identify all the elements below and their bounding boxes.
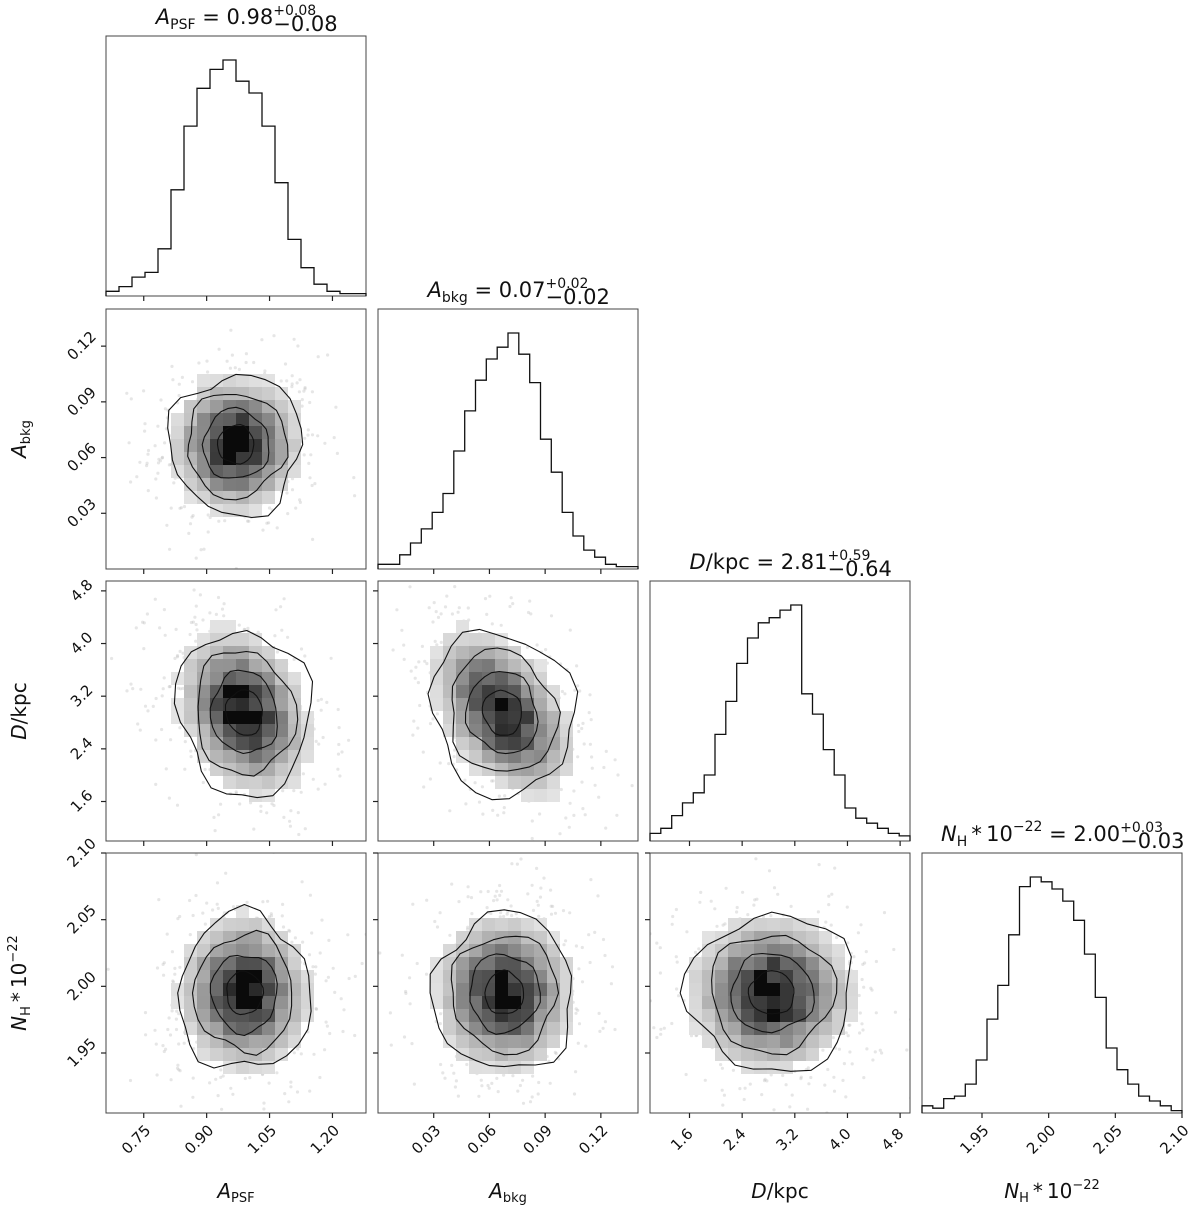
x-tick-label: 3.2 (772, 1125, 802, 1155)
x-axis-label-NH: NH * 10−22 (1004, 1178, 1100, 1206)
title-NH: NH * 10−22 = 2.00+0.03 (941, 819, 1163, 850)
panel-frame (105, 308, 367, 570)
y-axis-label-D: D/kpc (7, 682, 31, 739)
panel-Abkg-D (373, 580, 639, 846)
x-tick-label: 2.00 (1023, 1121, 1059, 1157)
histogram-Abkg (377, 332, 639, 569)
y-axis-label-Abkg: Abkg (7, 420, 34, 460)
histogram-D (649, 604, 911, 841)
x-tick-label: 0.12 (575, 1121, 611, 1157)
y-tick-label: 4.8 (67, 576, 97, 606)
histogram-NH (921, 876, 1183, 1113)
panel-frame (649, 852, 911, 1114)
x-tick-label: 1.6 (667, 1125, 697, 1155)
panel-frame (377, 580, 639, 842)
panel-APSF-NH (101, 852, 367, 1118)
x-axis-label-APSF: APSF (215, 1179, 254, 1206)
x-axis-label-D: D/kpc (751, 1179, 808, 1203)
title-minus-D: −0.64 (828, 557, 892, 581)
y-tick-label: 2.00 (63, 968, 99, 1004)
x-tick-label: 4.8 (878, 1125, 908, 1155)
panel-APSF-Abkg (101, 308, 367, 574)
panel-Abkg-NH (373, 852, 639, 1118)
y-tick-label: 2.10 (63, 834, 99, 870)
title-Abkg: Abkg = 0.07+0.02 (426, 276, 589, 306)
panel-frame (105, 35, 367, 297)
x-tick-label: 1.05 (244, 1121, 280, 1157)
y-tick-label: 1.95 (63, 1034, 99, 1070)
title-minus-NH: −0.03 (1120, 829, 1184, 853)
y-axis-label-NH: NH * 10−22 (6, 935, 34, 1031)
x-tick-label: 1.20 (307, 1121, 343, 1157)
y-tick-label: 2.4 (67, 734, 97, 764)
x-tick-label: 0.75 (118, 1121, 154, 1157)
panel-frame (377, 852, 639, 1114)
y-tick-label: 2.05 (63, 901, 99, 937)
x-tick-label: 4.0 (825, 1125, 855, 1155)
y-tick-label: 0.12 (63, 328, 99, 364)
panel-APSF-D (101, 580, 367, 846)
y-tick-label: 0.03 (63, 495, 99, 531)
title-minus-Abkg: −0.02 (546, 285, 610, 309)
x-tick-label: 0.06 (464, 1121, 500, 1157)
panel-frame (921, 852, 1183, 1114)
panel-frame (105, 580, 367, 842)
x-tick-label: 0.03 (408, 1121, 444, 1157)
y-tick-label: 1.6 (67, 786, 97, 816)
panel-frame (105, 852, 367, 1114)
x-tick-label: 2.05 (1090, 1121, 1126, 1157)
panel-frame (649, 580, 911, 842)
y-tick-label: 0.06 (63, 439, 99, 475)
title-D: D/kpc = 2.81+0.59 (690, 548, 871, 574)
title-minus-APSF: −0.08 (273, 12, 337, 36)
y-tick-label: 4.0 (67, 628, 97, 658)
x-tick-label: 0.90 (181, 1121, 217, 1157)
x-axis-label-Abkg: Abkg (487, 1179, 527, 1206)
title-APSF: APSF = 0.98+0.08 (154, 3, 316, 33)
x-tick-label: 1.95 (956, 1121, 992, 1157)
histogram-APSF (105, 59, 367, 296)
y-tick-label: 0.09 (63, 383, 99, 419)
panel-D-NH (645, 852, 911, 1118)
panel-frame (377, 308, 639, 570)
x-tick-label: 2.10 (1156, 1121, 1192, 1157)
x-tick-label: 2.4 (720, 1125, 750, 1155)
x-tick-label: 0.09 (519, 1121, 555, 1157)
y-tick-label: 3.2 (67, 681, 97, 711)
